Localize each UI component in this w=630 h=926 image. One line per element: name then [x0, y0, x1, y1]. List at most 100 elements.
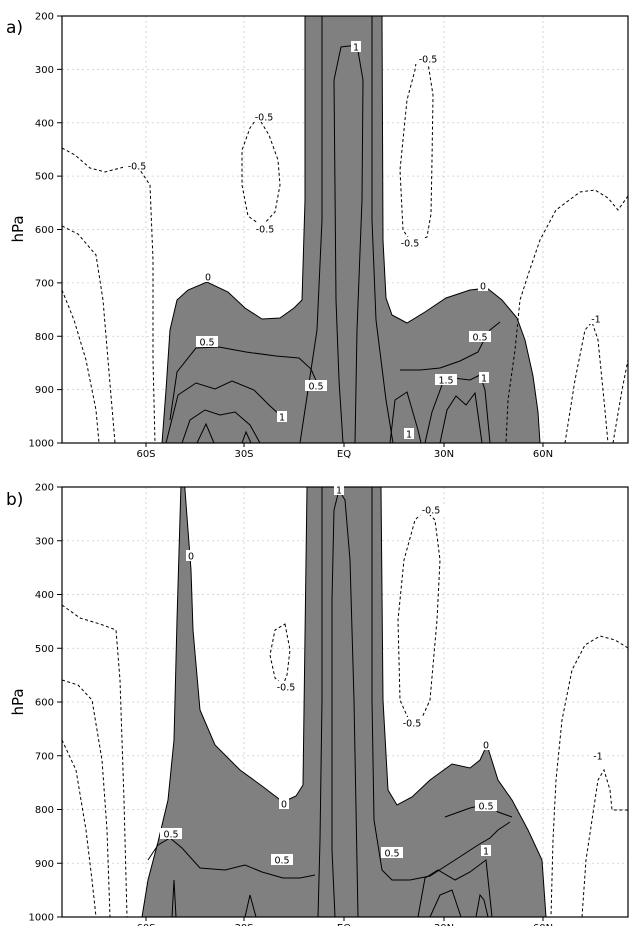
contour-label: -0.5: [422, 506, 441, 517]
contour-label: 0: [188, 552, 194, 563]
y-tick-label: 1000: [29, 913, 54, 924]
contour-label-bg: [479, 372, 489, 383]
contour-label-bg: [160, 828, 182, 839]
y-tick-label: 800: [35, 332, 54, 343]
contour-label-bg: [351, 41, 361, 52]
contour-label-bg: [590, 750, 606, 761]
x-tick-label: EQ: [337, 449, 351, 460]
contour-label: 1: [353, 43, 359, 54]
panel-b-plot: [62, 487, 628, 917]
contour-label-bg: [123, 160, 151, 171]
contour-label: 0.5: [472, 333, 487, 344]
x-tick-label: 30S: [234, 449, 253, 460]
y-tick-label: 900: [35, 385, 54, 396]
panel-b-contour-labels: 1 -0.5 0 -0.5 -0.5 0 0 0.5 0.5 0.5 0.5 1 -1: [160, 484, 606, 867]
contour-label-bg: [481, 739, 491, 750]
negative-contours: [62, 509, 628, 917]
y-tick-label: 700: [35, 751, 54, 762]
contour-label-bg: [272, 681, 300, 692]
positive-contours: [165, 16, 501, 443]
y-tick-label: 1000: [29, 439, 54, 450]
positive-region: [141, 487, 547, 917]
contour-label-bg: [279, 798, 289, 809]
y-tick-label: 800: [35, 805, 54, 816]
contour-label-bg: [251, 223, 279, 234]
panel-a-plot: [62, 16, 628, 443]
y-tick-label: 200: [35, 483, 54, 494]
contour-label-bg: [435, 374, 457, 385]
contour-label-bg: [305, 380, 327, 391]
contour-label: -0.5: [255, 113, 274, 124]
y-tick-label: 900: [35, 859, 54, 870]
contour-label-bg: [271, 854, 293, 865]
contour-label-bg: [186, 550, 196, 561]
contour-label-bg: [203, 271, 213, 282]
contour-label: 1: [483, 847, 489, 858]
contour-label: -0.5: [128, 162, 147, 173]
contour-label: 0: [281, 800, 287, 811]
x-tick-label: EQ: [337, 923, 351, 926]
contour-label: -0.5: [277, 683, 296, 694]
panel-a-label: a): [6, 18, 23, 38]
y-tick-label: 600: [35, 225, 54, 236]
panel-b-y-axis: 200 300 400 500 600 700 800 900 1000: [29, 483, 62, 924]
contour-label: -1: [591, 315, 600, 326]
x-tick-label: 30N: [434, 923, 454, 926]
x-tick-label: 60S: [136, 923, 155, 926]
contour-label: 0.5: [384, 849, 399, 860]
negative-contours: [62, 55, 628, 443]
contour-label: 0: [205, 273, 211, 284]
y-tick-label: 300: [35, 536, 54, 547]
contour-label-bg: [277, 411, 287, 422]
contour-label-bg: [475, 800, 497, 811]
contour-label: 0: [480, 282, 486, 293]
contour-label-bg: [588, 313, 604, 324]
contour-label: 1: [406, 430, 412, 441]
y-tick-label: 500: [35, 644, 54, 655]
contour-label: 1.5: [438, 376, 453, 387]
contour-label-bg: [469, 331, 491, 342]
x-tick-label: 60N: [533, 449, 553, 460]
panel-a-contour-labels: 1 -0.5 -0.5 -0.5 -0.5 -0.5 0 0 0.5 0.5 0.5 1.5 1 1 1 -1: [123, 41, 604, 441]
contour-label: -0.5: [401, 239, 420, 250]
panel-b-label: b): [6, 490, 23, 510]
y-tick-label: 300: [35, 65, 54, 76]
contour-label: -0.5: [419, 55, 438, 66]
contour-label: 0.5: [199, 338, 214, 349]
y-tick-label: 600: [35, 698, 54, 709]
panel-a-x-axis: 60S 30S EQ 30N 60N: [136, 443, 553, 460]
contour-label-bg: [417, 504, 445, 515]
contour-label: -1: [593, 752, 602, 763]
contour-label: 0: [483, 741, 489, 752]
positive-contours: [147, 487, 513, 917]
contour-label: -0.5: [256, 225, 275, 236]
y-tick-label: 200: [35, 12, 54, 23]
contour-label-bg: [404, 428, 414, 439]
panel-a-ylabel: hPa: [9, 215, 27, 242]
contour-label: 0.5: [478, 802, 493, 813]
contour-label: 0.5: [163, 830, 178, 841]
contour-label-bg: [196, 336, 218, 347]
contour-label-bg: [381, 847, 403, 858]
panel-b: b) hPa: [6, 483, 629, 926]
y-tick-label: 700: [35, 278, 54, 289]
contour-label-bg: [334, 484, 344, 495]
panel-b-x-axis: 60S 30S EQ 30N 60N: [136, 917, 553, 926]
x-tick-label: 30N: [434, 449, 454, 460]
panel-a: a) hPa: [6, 12, 629, 460]
panel-a-y-axis: 200 300 400 500 600 700 800 900 1000: [29, 12, 62, 450]
contour-label-bg: [414, 53, 442, 64]
contour-label: 0.5: [274, 856, 289, 867]
y-tick-label: 400: [35, 590, 54, 601]
positive-region: [161, 16, 541, 443]
x-tick-label: 30S: [234, 923, 253, 926]
panel-b-ylabel: hPa: [9, 688, 27, 715]
y-tick-label: 400: [35, 118, 54, 129]
contour-label: 0.5: [308, 382, 323, 393]
x-tick-label: 60N: [533, 923, 553, 926]
contour-label-bg: [250, 111, 278, 122]
contour-label: 1: [481, 374, 487, 385]
contour-label-bg: [398, 717, 426, 728]
contour-label-bg: [478, 280, 488, 291]
contour-label-bg: [396, 237, 424, 248]
